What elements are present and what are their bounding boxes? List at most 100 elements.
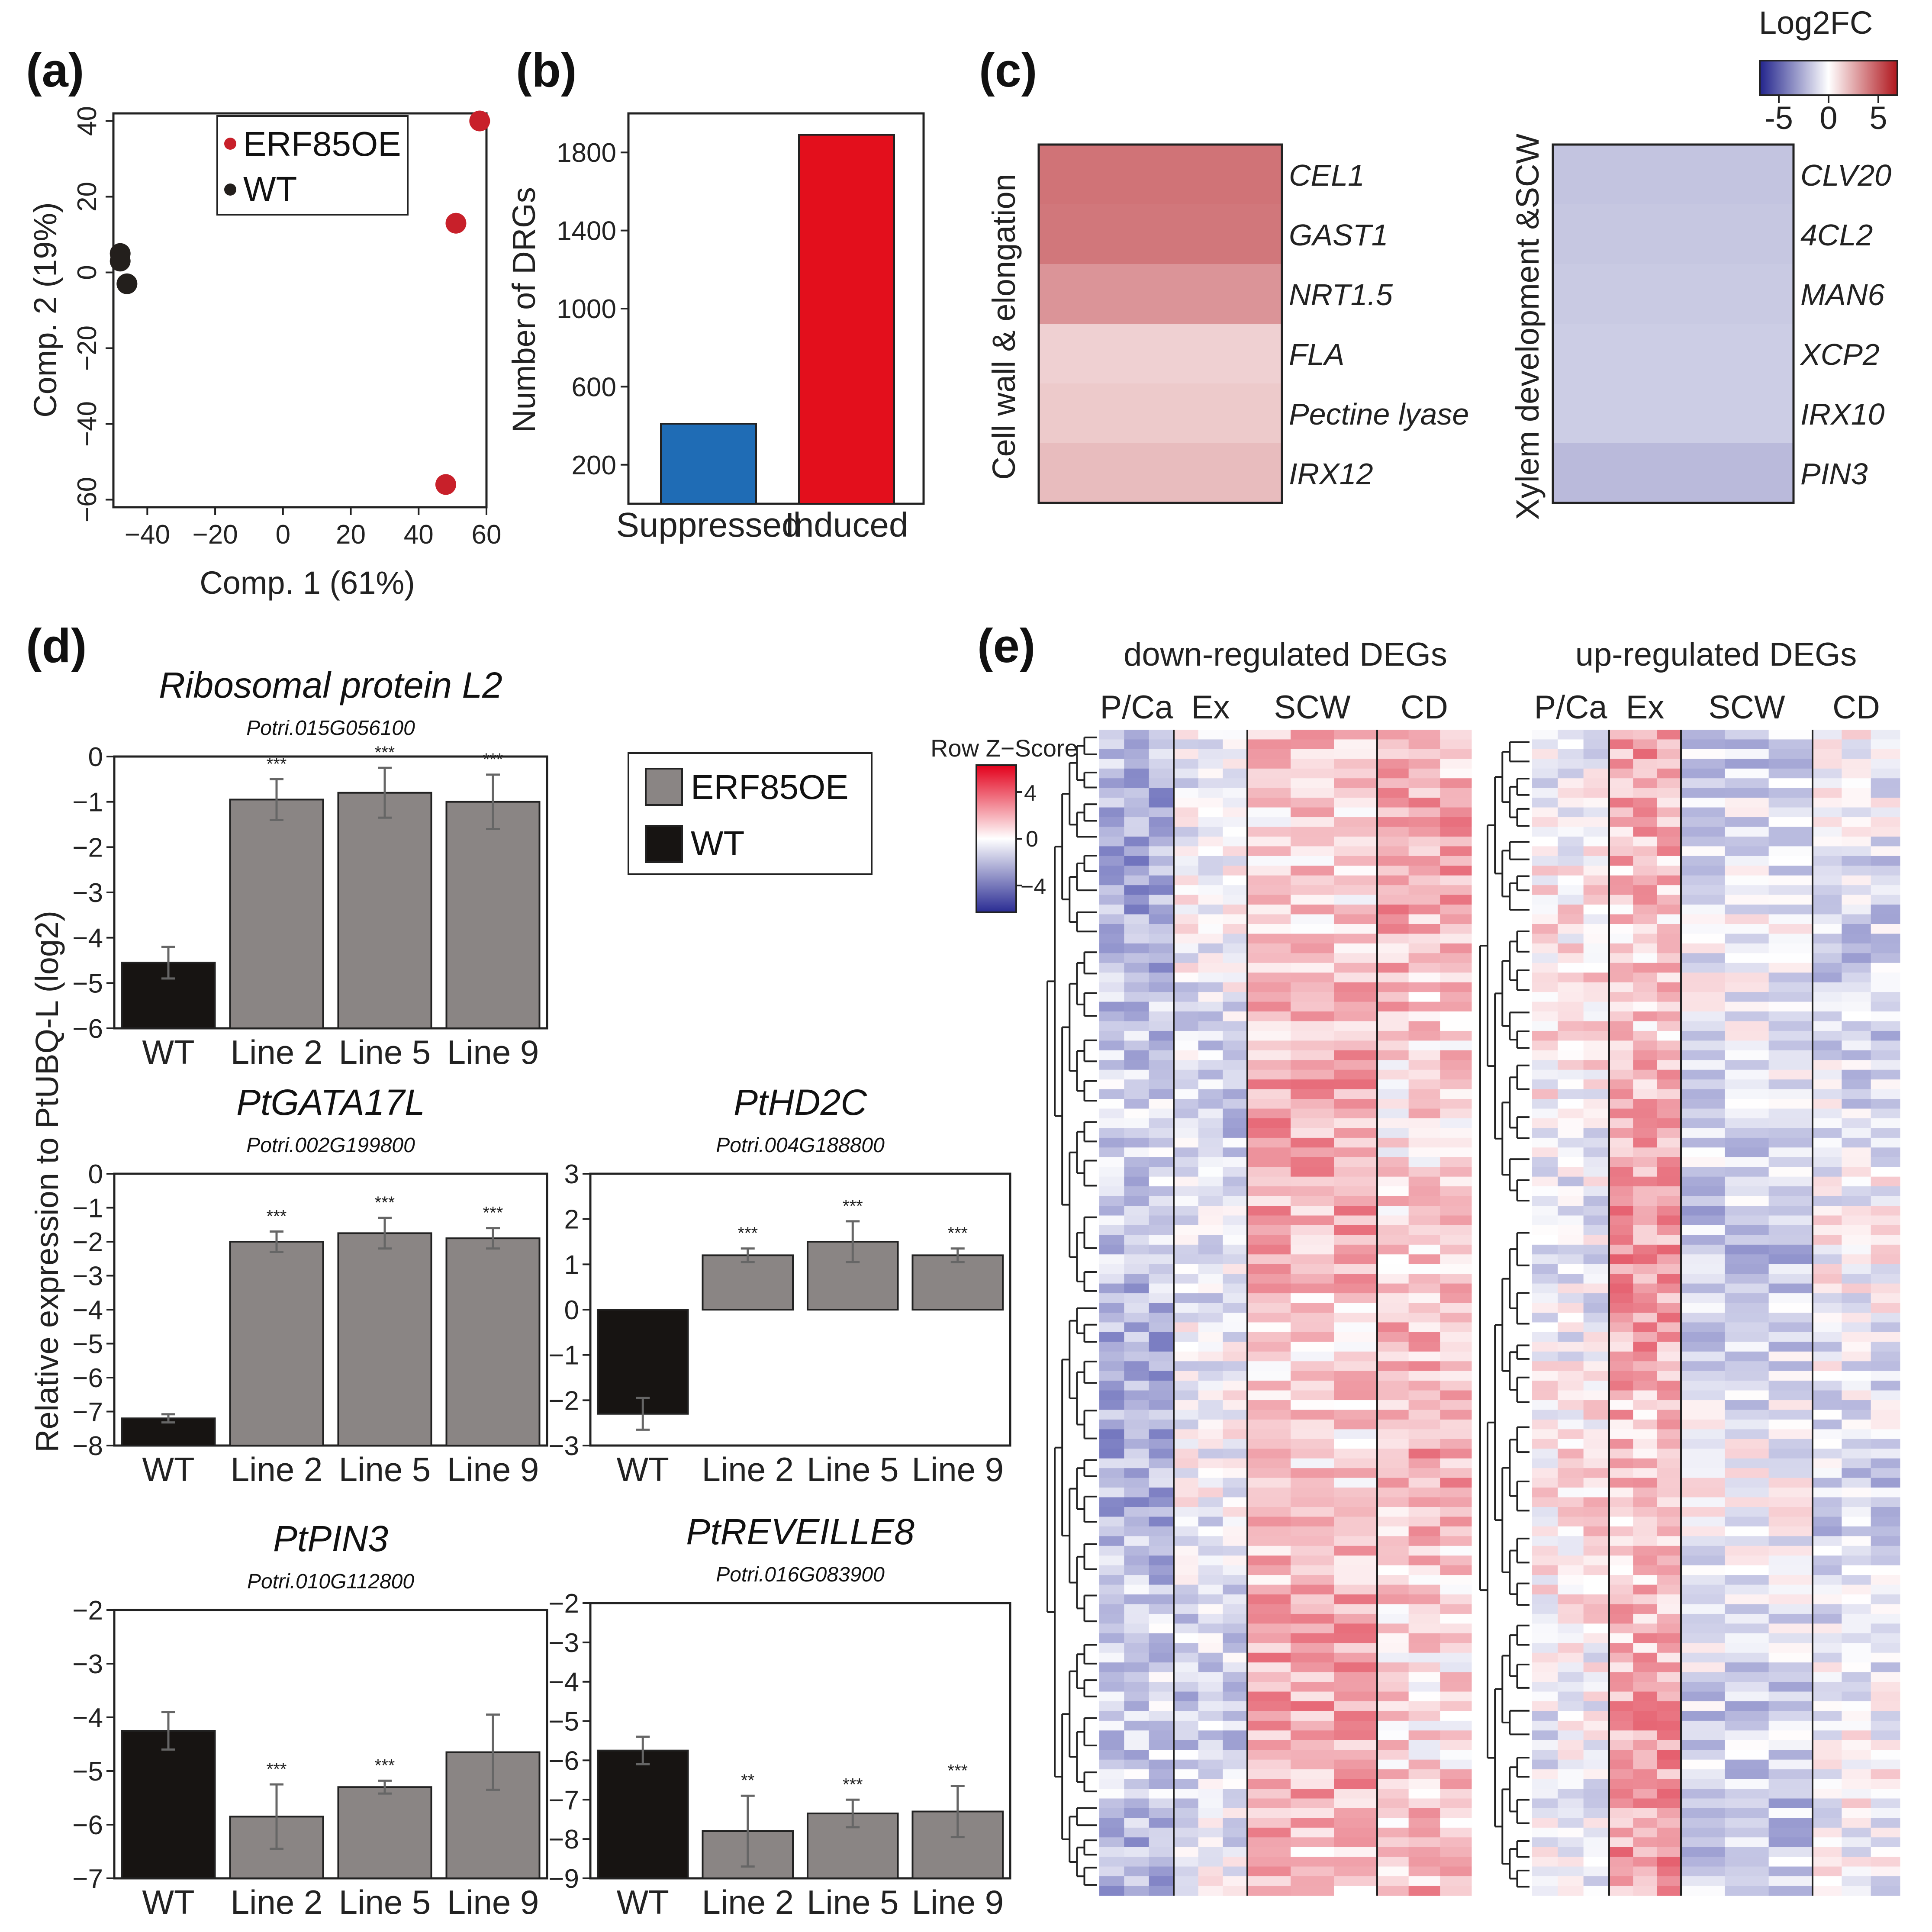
zscore-cell <box>1291 749 1334 759</box>
zscore-cell <box>1334 1011 1378 1021</box>
zscore-cell <box>1813 1361 1842 1372</box>
zscore-cell <box>1657 1332 1681 1342</box>
zscore-cell <box>1408 827 1440 837</box>
zscore-cell <box>1768 1488 1813 1498</box>
zscore-cell <box>1842 788 1871 798</box>
zscore-cell <box>1583 1517 1610 1527</box>
zscore-cell <box>1247 1147 1291 1158</box>
zscore-cell <box>1149 1643 1174 1653</box>
zscore-cell <box>1198 1079 1223 1090</box>
zscore-cell <box>1440 739 1472 750</box>
zscore-cell <box>1842 1740 1871 1750</box>
zscore-cell <box>1813 1555 1842 1566</box>
zscore-cell <box>1334 1235 1378 1245</box>
zscore-cell <box>1768 875 1813 886</box>
zscore-cell <box>1174 1886 1199 1896</box>
zscore-cell <box>1725 1682 1769 1692</box>
zscore-cell <box>1174 1575 1199 1585</box>
zscore-cell <box>1198 1215 1223 1226</box>
zscore-cell <box>1291 1176 1334 1187</box>
zscore-cell <box>1532 730 1558 740</box>
zscore-cell <box>1768 934 1813 944</box>
zscore-cell <box>1657 924 1681 934</box>
zscore-cell <box>1440 846 1472 857</box>
zscore-cell <box>1377 1857 1409 1867</box>
zscore-cell <box>1124 1662 1150 1673</box>
zscore-cell <box>1633 1652 1658 1663</box>
zscore-cell <box>1377 1468 1409 1478</box>
zscore-cell <box>1768 1672 1813 1682</box>
zscore-cell <box>1871 1128 1900 1138</box>
zscore-cell <box>1813 1410 1842 1420</box>
significance-marker: *** <box>375 743 395 762</box>
zscore-cell <box>1124 1827 1150 1838</box>
zscore-cell <box>1558 1069 1584 1080</box>
panel-a-points <box>109 110 490 495</box>
zscore-cell <box>1813 866 1842 876</box>
zscore-cell <box>1198 1167 1223 1177</box>
zscore-cell <box>1149 1244 1174 1255</box>
zscore-cell <box>1768 1254 1813 1265</box>
zscore-cell <box>1124 778 1150 789</box>
zscore-cell <box>1583 1244 1610 1255</box>
zscore-cell <box>1198 1672 1223 1682</box>
zscore-cell <box>1440 1381 1472 1391</box>
zscore-cell <box>1657 1157 1681 1167</box>
zscore-cell <box>1291 1847 1334 1857</box>
zscore-cell <box>1558 1021 1584 1031</box>
zscore-cell <box>1871 1672 1900 1682</box>
zscore-cell <box>1813 1371 1842 1381</box>
zscore-cell <box>1334 1167 1378 1177</box>
y-tick-label: −6 <box>72 1014 103 1044</box>
zscore-cell <box>1334 807 1378 818</box>
zscore-cell <box>1842 1351 1871 1362</box>
zscore-cell <box>1174 1342 1199 1352</box>
zscore-cell <box>1149 1264 1174 1274</box>
zscore-cell <box>1871 1623 1900 1634</box>
zscore-cell <box>1198 1555 1223 1566</box>
heatmap-cell <box>1039 383 1282 444</box>
zscore-cell <box>1247 827 1291 837</box>
zscore-cell <box>1558 1157 1584 1167</box>
zscore-cell <box>1609 866 1633 876</box>
zscore-cell <box>1440 1526 1472 1536</box>
zscore-cell <box>1681 730 1725 740</box>
zscore-cell <box>1334 768 1378 779</box>
zscore-cell <box>1842 1371 1871 1381</box>
zscore-cell <box>1633 992 1658 1002</box>
zscore-cell <box>1334 1021 1378 1031</box>
zscore-cell <box>1377 1662 1409 1673</box>
zscore-cell <box>1871 953 1900 963</box>
y-tick-label: −4 <box>548 1668 579 1697</box>
zscore-cell <box>1583 739 1610 750</box>
zscore-cell <box>1657 749 1681 759</box>
zscore-cell <box>1291 1594 1334 1604</box>
zscore-cell <box>1609 1332 1633 1342</box>
zscore-cell <box>1681 759 1725 769</box>
zscore-cell <box>1408 1293 1440 1304</box>
zscore-cell <box>1099 798 1124 808</box>
zscore-cell <box>1408 768 1440 779</box>
zscore-cell <box>1609 1293 1633 1304</box>
zscore-cell <box>1198 1730 1223 1741</box>
zscore-cell <box>1174 1069 1199 1080</box>
zscore-cell <box>1657 739 1681 750</box>
zscore-cell <box>1223 1740 1248 1750</box>
panel-e-label: (e) <box>977 619 1035 673</box>
zscore-cell <box>1149 856 1174 866</box>
zscore-cell <box>1725 1206 1769 1216</box>
zscore-cell <box>1198 1030 1223 1041</box>
zscore-cell <box>1633 875 1658 886</box>
zscore-cell <box>1583 759 1610 769</box>
zscore-cell <box>1334 914 1378 924</box>
zscore-cell <box>1377 1128 1409 1138</box>
zscore-cell <box>1768 788 1813 798</box>
zscore-cell <box>1681 905 1725 915</box>
zscore-cell <box>1408 798 1440 808</box>
zscore-cell <box>1768 836 1813 847</box>
zscore-cell <box>1099 1293 1124 1304</box>
zscore-cell <box>1377 1400 1409 1410</box>
zscore-cell <box>1174 943 1199 953</box>
zscore-cell <box>1871 1847 1900 1857</box>
